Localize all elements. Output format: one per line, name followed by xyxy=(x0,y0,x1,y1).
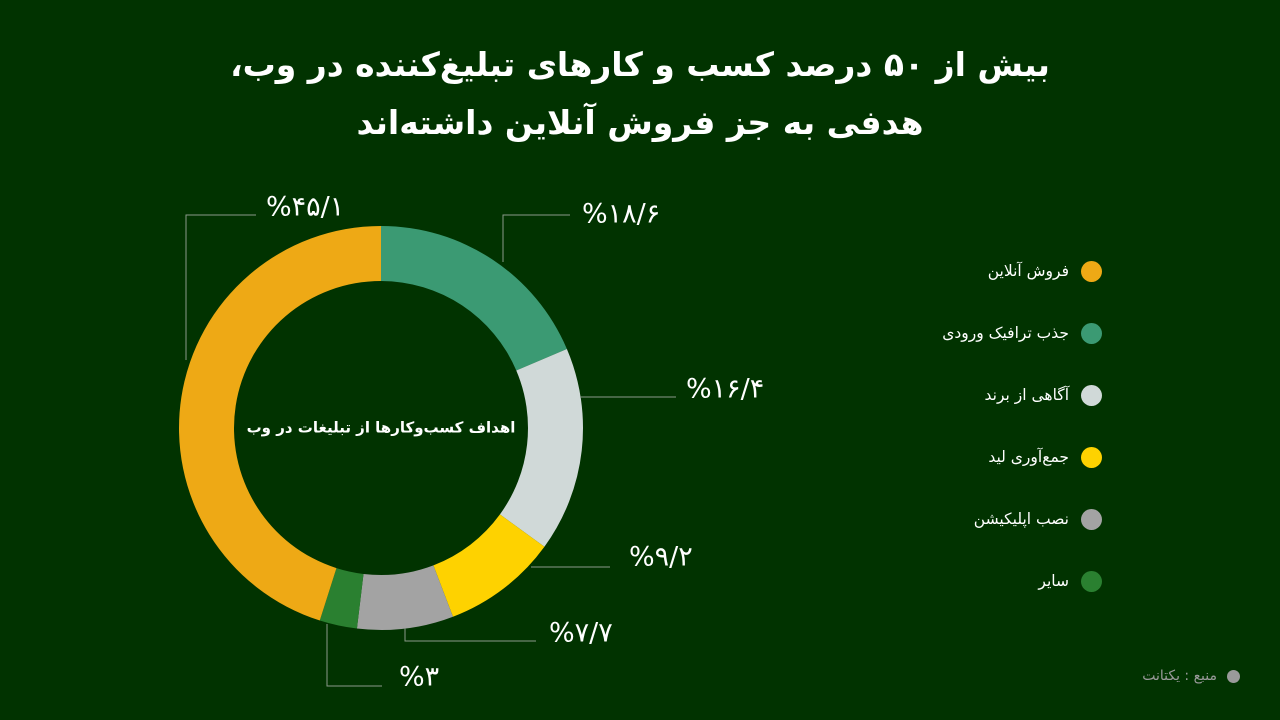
title-line-2: هدفی به جز فروش آنلاین داشته‌اند xyxy=(356,103,924,142)
source-bullet-icon xyxy=(1227,669,1240,683)
legend-label: جذب ترافیک ورودی xyxy=(942,324,1069,342)
leader-line xyxy=(502,214,570,262)
donut-slice xyxy=(179,226,381,621)
legend-swatch xyxy=(1081,384,1102,406)
center-label: اهداف کسب‌وکارها از تبلیغات در وب xyxy=(247,419,516,437)
donut-slice xyxy=(356,565,453,630)
legend-label: نصب اپلیکیشن xyxy=(973,510,1069,528)
slice-value-label: %۹/۲ xyxy=(629,542,693,573)
donut-slice xyxy=(433,514,545,617)
legend-item-lead-generation: جمع‌آوری لید xyxy=(942,426,1102,488)
title-line-1: بیش از ۵۰ درصد کسب و کارهای تبلیغ‌کننده … xyxy=(230,45,1050,84)
slice-value-label: %۷/۷ xyxy=(549,618,613,649)
legend-swatch xyxy=(1081,260,1102,282)
slice-value-label: %۴۵/۱ xyxy=(266,192,344,223)
leader-line xyxy=(404,628,536,642)
legend-item-online-sales: فروش آنلاین xyxy=(942,240,1102,302)
leader-line xyxy=(185,214,256,360)
chart-title: بیش از ۵۰ درصد کسب و کارهای تبلیغ‌کننده … xyxy=(0,36,1280,152)
legend: فروش آنلاین جذب ترافیک ورودی آگاهی از بر… xyxy=(942,240,1102,612)
legend-label: آگاهی از برند xyxy=(984,386,1069,404)
donut-slice xyxy=(319,568,364,629)
legend-item-other: سایر xyxy=(942,550,1102,612)
legend-item-brand-awareness: آگاهی از برند xyxy=(942,364,1102,426)
legend-item-app-install: نصب اپلیکیشن xyxy=(942,488,1102,550)
donut-slice xyxy=(499,348,583,547)
leader-line xyxy=(326,624,382,687)
legend-swatch xyxy=(1081,570,1102,592)
legend-swatch xyxy=(1081,446,1102,468)
legend-swatch xyxy=(1081,322,1102,344)
donut-slice xyxy=(381,226,567,371)
source-note: منبع : یکتانت xyxy=(1142,668,1240,684)
legend-item-traffic: جذب ترافیک ورودی xyxy=(942,302,1102,364)
slice-value-label: %۱۶/۴ xyxy=(686,374,764,405)
slice-value-label: %۱۸/۶ xyxy=(582,199,660,230)
legend-swatch xyxy=(1081,508,1102,530)
legend-label: فروش آنلاین xyxy=(987,262,1069,280)
legend-label: جمع‌آوری لید xyxy=(988,448,1069,466)
legend-label: سایر xyxy=(1038,572,1069,590)
source-text: منبع : یکتانت xyxy=(1142,668,1217,684)
slice-value-label: %۳ xyxy=(399,662,439,693)
